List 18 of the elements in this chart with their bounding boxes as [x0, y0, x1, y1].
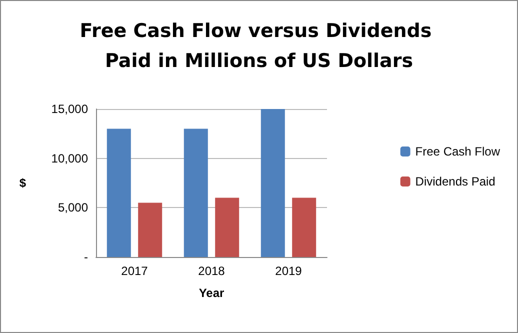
x-tick-label: 2017: [121, 264, 148, 278]
legend-label: Free Cash Flow: [415, 144, 500, 158]
bar: [292, 198, 316, 257]
y-tick-label: 10,000: [51, 151, 88, 166]
bar: [106, 128, 131, 257]
bar: [138, 202, 162, 257]
x-axis-title: Year: [198, 286, 225, 300]
bar: [215, 198, 240, 257]
bar: [260, 109, 285, 257]
y-tick-label: -: [84, 250, 88, 264]
y-tick-label: 5,000: [58, 200, 88, 215]
bar: [184, 128, 208, 257]
x-tick-label: 2018: [198, 264, 226, 278]
x-tick-label: 2019: [275, 264, 302, 278]
legend-label: Dividends Paid: [415, 174, 496, 188]
y-tick-label: 15,000: [51, 102, 88, 116]
y-axis-title: $: [19, 176, 26, 190]
chart-title: Free Cash Flow versus Dividends Paid in Millions of US Dollars: [80, 20, 438, 72]
